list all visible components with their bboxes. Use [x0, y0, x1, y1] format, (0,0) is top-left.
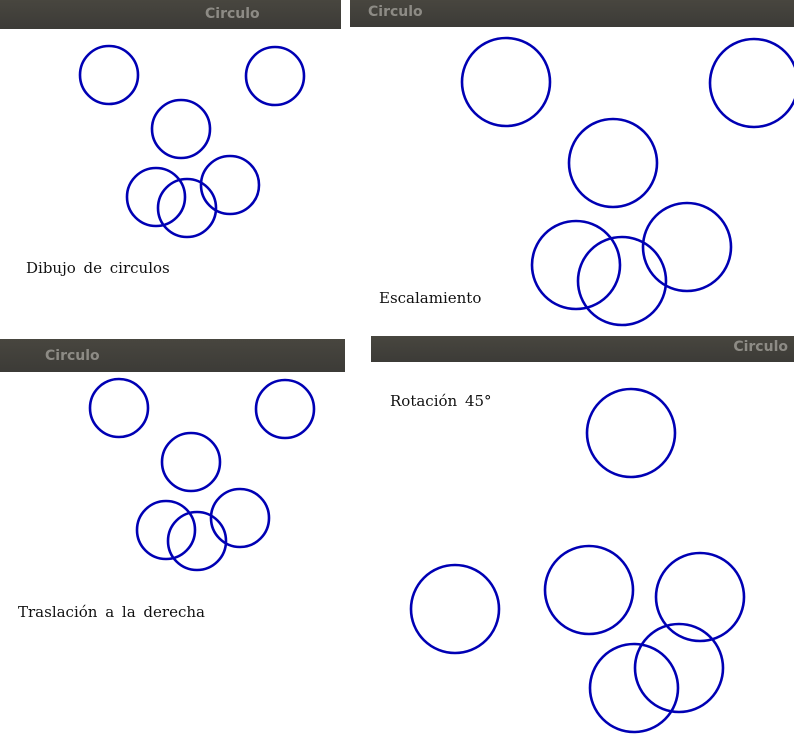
circle-shape [543, 544, 635, 636]
circle-shape [125, 166, 187, 228]
drawing-canvas: Rotación 45° [371, 362, 794, 737]
circle-shape [585, 387, 677, 479]
circles-drawing [88, 377, 316, 572]
drawing-canvas: Dibujo de circulos [0, 29, 341, 300]
window-traslacion: Circulo Traslación a la derecha [0, 339, 345, 669]
window-title: Circulo [733, 339, 788, 355]
drawing-canvas: Escalamiento [350, 27, 794, 335]
circle-shape [135, 499, 197, 561]
caption-label: Dibujo de circulos [26, 259, 170, 277]
circle-shape [460, 36, 552, 128]
window-title: Circulo [205, 6, 260, 22]
circle-shape [588, 642, 680, 734]
caption-label: Rotación 45° [390, 392, 492, 410]
circle-shape [160, 431, 222, 493]
window-dibujo: Circulo Dibujo de circulos [0, 0, 341, 300]
circle-shape [166, 510, 228, 572]
caption-label: Escalamiento [379, 289, 482, 307]
window-escalamiento: Circulo Escalamiento [350, 0, 794, 335]
circle-shape [654, 551, 746, 643]
circles-drawing [460, 36, 794, 327]
circle-shape [199, 154, 261, 216]
window-titlebar[interactable]: Circulo [0, 339, 345, 372]
circles-drawing [78, 44, 306, 239]
circle-shape [209, 487, 271, 549]
circle-shape [576, 235, 668, 327]
circle-shape [567, 117, 659, 209]
circle-shape [254, 378, 316, 440]
circle-shape [244, 45, 306, 107]
circles-drawing [409, 387, 746, 734]
circle-shape [88, 377, 150, 439]
window-title: Circulo [45, 348, 100, 364]
window-title: Circulo [368, 4, 423, 20]
circle-shape [633, 622, 725, 714]
caption-label: Traslación a la derecha [18, 603, 205, 621]
circle-shape [78, 44, 140, 106]
circle-shape [641, 201, 733, 293]
window-titlebar[interactable]: Circulo [350, 0, 794, 27]
window-titlebar[interactable]: Circulo [371, 336, 794, 362]
circle-shape [409, 563, 501, 655]
drawing-canvas: Traslación a la derecha [0, 372, 345, 669]
window-titlebar[interactable]: Circulo [0, 0, 341, 29]
circle-shape [150, 98, 212, 160]
circle-shape [708, 37, 794, 129]
circle-shape [530, 219, 622, 311]
circle-shape [156, 177, 218, 239]
window-rotacion: Circulo Rotación 45° [371, 336, 794, 737]
